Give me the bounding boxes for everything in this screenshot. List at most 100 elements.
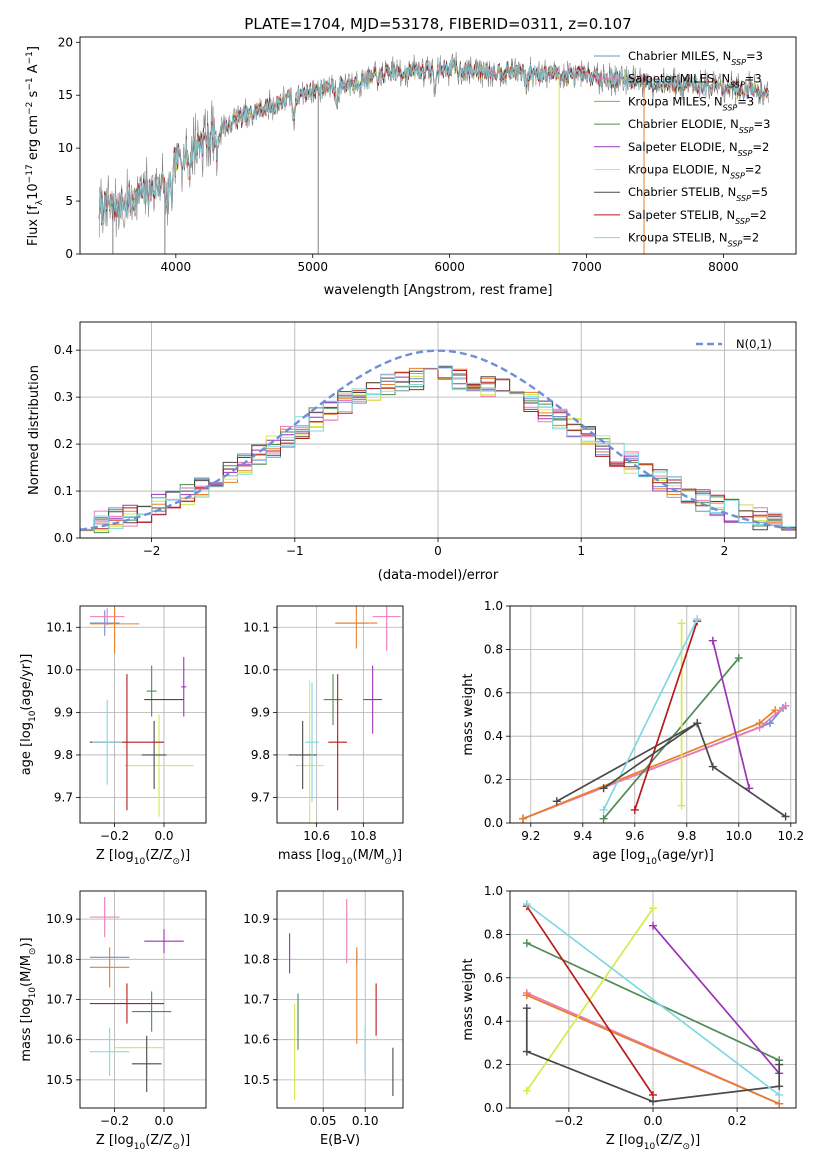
y-tick-label: 0.4 bbox=[484, 729, 503, 743]
x-tick-label: 1 bbox=[577, 544, 585, 558]
panel-age_weight: 9.2 9.4 9.6 9.8 10.0 10.2 0.0 0.2 0.4 0.6 0.8 1.0 ag… bbox=[461, 599, 804, 867]
weight-marker bbox=[522, 900, 531, 909]
y-tick-label: 10.0 bbox=[243, 663, 270, 677]
weight-marker bbox=[766, 719, 774, 728]
y-tick-label: 10.9 bbox=[243, 912, 270, 926]
panel-z_age: −0.2 0.0 9.7 9.8 9.9 10.0 10.1 Z [log10(Z/Z⊙)] a… bbox=[19, 605, 207, 867]
y-axis-label: Flux [fλ10−17 erg cm−2 s−1 A−1] bbox=[25, 46, 45, 246]
gaussian-curve bbox=[80, 349, 796, 531]
y-tick-label: 0.3 bbox=[54, 390, 73, 404]
legend: N(0,1) bbox=[696, 337, 772, 351]
weight-marker bbox=[775, 1082, 784, 1091]
weight-marker bbox=[630, 805, 639, 814]
weight-line bbox=[603, 722, 698, 789]
x-tick-label: 5000 bbox=[297, 260, 328, 274]
x-tick-label: 7000 bbox=[571, 260, 602, 274]
x-axis-label: E(B-V) bbox=[320, 1133, 360, 1148]
x-tick-label: 10.6 bbox=[303, 829, 330, 843]
x-tick-label: 9.8 bbox=[677, 829, 696, 843]
axes-frame bbox=[79, 321, 797, 539]
weight-marker bbox=[771, 706, 780, 715]
legend-entry-gaussian: N(0,1) bbox=[736, 337, 772, 351]
y-tick-label: 0.6 bbox=[484, 971, 503, 985]
x-tick-label: −0.2 bbox=[554, 1114, 583, 1128]
weight-line bbox=[556, 721, 787, 818]
axes-frame bbox=[79, 605, 207, 824]
weight-marker bbox=[677, 619, 686, 628]
weight-line bbox=[526, 994, 780, 1105]
y-tick-label: 9.9 bbox=[251, 705, 270, 719]
y-tick-label: 0.8 bbox=[484, 642, 503, 656]
plot-area-ebv_mass bbox=[289, 899, 394, 1100]
x-axis-label: age [log10(age/yr)] bbox=[592, 848, 714, 867]
y-tick-label: 0.8 bbox=[484, 927, 503, 941]
panel-z_weight: −0.2 0.0 0.2 0.0 0.2 0.4 0.6 0.8 1.0 Z [log10(Z/Z… bbox=[461, 884, 797, 1152]
y-tick-label: 20 bbox=[58, 35, 73, 49]
weight-line bbox=[711, 640, 751, 789]
y-tick-label: 0.0 bbox=[484, 816, 503, 830]
weight-marker bbox=[522, 939, 531, 948]
y-tick-label: 10.6 bbox=[243, 1033, 270, 1047]
x-tick-label: 0.0 bbox=[154, 829, 173, 843]
weight-marker bbox=[599, 784, 608, 793]
x-tick-label: 0.0 bbox=[643, 1114, 662, 1128]
x-tick-label: 10.0 bbox=[725, 829, 752, 843]
y-tick-label: 10.5 bbox=[46, 1073, 73, 1087]
weight-marker bbox=[522, 1086, 531, 1095]
plot-area-mass_age bbox=[288, 606, 401, 823]
weight-marker bbox=[775, 1090, 784, 1099]
y-tick-label: 9.8 bbox=[54, 748, 73, 762]
y-tick-label: 9.7 bbox=[54, 790, 73, 804]
x-axis-label: Z [log10(Z/Z⊙)] bbox=[96, 848, 190, 867]
model-spectrum-line bbox=[98, 59, 769, 224]
legend-entry: Chabrier ELODIE, NSSP=3 bbox=[628, 117, 770, 135]
weight-marker bbox=[708, 636, 717, 645]
plot-area-age_weight bbox=[519, 615, 790, 823]
weight-line bbox=[652, 925, 780, 1074]
weight-marker bbox=[781, 812, 790, 821]
weight-marker bbox=[775, 1060, 784, 1069]
weight-line bbox=[526, 903, 780, 1096]
x-tick-label: 0.05 bbox=[310, 1114, 337, 1128]
y-axis-label: mass weight bbox=[461, 958, 476, 1040]
y-tick-label: 10.5 bbox=[243, 1073, 270, 1087]
y-tick-label: 10.0 bbox=[46, 663, 73, 677]
x-tick-label: 10.8 bbox=[350, 829, 377, 843]
y-tick-label: 0.0 bbox=[484, 1101, 503, 1115]
x-tick-label: −0.2 bbox=[100, 1114, 129, 1128]
weight-line bbox=[526, 905, 654, 1096]
x-tick-label: 9.4 bbox=[573, 829, 592, 843]
y-tick-label: 10.9 bbox=[46, 912, 73, 926]
y-tick-label: 10.7 bbox=[243, 993, 270, 1007]
legend-entry: Salpeter ELODIE, NSSP=2 bbox=[628, 140, 769, 158]
axes-frame bbox=[276, 890, 404, 1109]
y-tick-label: 1.0 bbox=[484, 884, 503, 898]
x-tick-label: 2 bbox=[721, 544, 729, 558]
figure-title: PLATE=1704, MJD=53178, FIBERID=0311, z=0… bbox=[244, 15, 631, 33]
axes-frame bbox=[509, 605, 797, 824]
y-tick-label: 10.1 bbox=[46, 620, 73, 634]
y-tick-label: 9.9 bbox=[54, 705, 73, 719]
histogram-step-line bbox=[80, 365, 796, 530]
legend-entry: Kroupa STELIB, NSSP=2 bbox=[628, 231, 759, 249]
y-axis-label: mass [log10(M/M⊙)] bbox=[19, 937, 38, 1061]
panel-z_mass: −0.2 0.0 10.5 10.6 10.7 10.8 10.9 Z [log10(Z/Z⊙… bbox=[19, 890, 207, 1152]
x-tick-label: −0.2 bbox=[100, 829, 129, 843]
x-axis-label: wavelength [Angstrom, rest frame] bbox=[324, 283, 553, 298]
weight-marker bbox=[522, 1004, 531, 1013]
weight-marker bbox=[649, 921, 657, 930]
x-tick-label: 0.10 bbox=[352, 1114, 379, 1128]
y-tick-label: 0.1 bbox=[54, 484, 73, 498]
weight-marker bbox=[693, 719, 702, 728]
plot-area-z_age bbox=[89, 606, 194, 817]
weight-marker bbox=[755, 719, 764, 728]
x-tick-label: −1 bbox=[286, 544, 304, 558]
x-tick-label: 6000 bbox=[434, 260, 465, 274]
weight-marker bbox=[599, 805, 608, 814]
weight-marker bbox=[693, 615, 702, 624]
weight-marker bbox=[775, 1099, 784, 1108]
weight-marker bbox=[649, 904, 657, 913]
weight-line bbox=[526, 942, 780, 1062]
x-tick-label: 10.2 bbox=[777, 829, 804, 843]
